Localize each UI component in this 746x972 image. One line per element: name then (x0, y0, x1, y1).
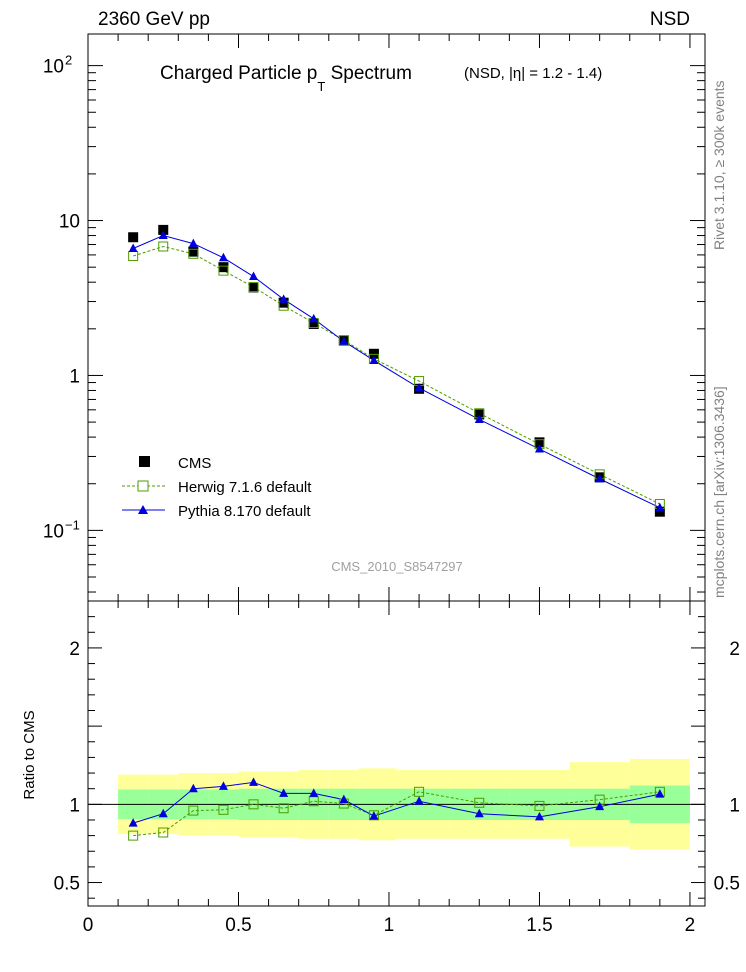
legend-label-herwig: Herwig 7.1.6 default (178, 479, 312, 496)
ratio-pythia-point (414, 796, 424, 805)
ratio-axes: 0 0.5 1 1.5 20.5 0.51 12 2 (54, 601, 740, 936)
ratio-pythia-point (249, 777, 259, 786)
ratio-pythia-point (369, 811, 379, 820)
pythia-series-line (132, 235, 661, 509)
ratio-y-tick-label-left: 0.5 (54, 874, 80, 895)
ratio-y-tick-label-right: 1 (729, 795, 740, 816)
chart-title: Charged Particle pT Spectrum (160, 63, 412, 94)
ratio-herwig-point (218, 804, 229, 815)
herwig-series-line (132, 245, 661, 505)
chart-title-qualifier: (NSD, |η| = 1.2 - 1.4) (464, 65, 602, 82)
ratio-herwig-point (368, 810, 379, 821)
herwig-data-point (248, 282, 259, 293)
ratio-pythia-point (188, 783, 198, 793)
ratio-x-tick-label: 2 (685, 915, 696, 936)
header-collision-label: 2360 GeV pp (98, 9, 210, 30)
ratio-herwig-point (474, 797, 485, 808)
main-y-tick-label-exponent: −1 (65, 517, 80, 532)
ratio-pythia-point (128, 818, 138, 827)
ratio-x-tick-label: 1.5 (526, 915, 552, 936)
ratio-herwig-point (278, 803, 289, 814)
main-y-tick-label-exponent: 2 (65, 53, 72, 68)
cms-data-point (128, 232, 139, 243)
main-y-tick-label: 10 (59, 212, 80, 233)
ratio-y-tick-label-left: 1 (69, 795, 80, 816)
legend-marker-cms (139, 456, 150, 467)
ratio-pythia-point (595, 801, 605, 811)
pythia-data-point (339, 336, 349, 345)
pythia-data-point (655, 502, 665, 512)
ratio-series-group (128, 777, 665, 841)
legend: CMS Herwig 7.1.6 default Pythia 8.170 de… (122, 455, 312, 520)
ratio-plot-panel: 0 0.5 1 1.5 20.5 0.51 12 2 Ratio to CMS (21, 600, 740, 936)
chart-title-rest: Spectrum (325, 63, 412, 84)
chart-title-main: Charged Particle p (160, 63, 317, 84)
ratio-pythia-point (309, 788, 319, 797)
cms-data-point (654, 506, 665, 517)
pythia-data-point (249, 271, 259, 281)
pythia-data-point (369, 355, 379, 364)
cms-data-point (188, 246, 199, 257)
herwig-data-point (188, 248, 199, 259)
herwig-data-point (218, 265, 229, 276)
side-label-rivet: Rivet 3.1.10, ≥ 300k events (711, 80, 727, 250)
ratio-y-tick-label-right: 0.5 (714, 874, 740, 895)
ratio-x-tick-label: 1 (384, 915, 395, 936)
ratio-pythia-point (339, 794, 349, 804)
legend-label-pythia: Pythia 8.170 default (178, 503, 311, 520)
cms-data-point (308, 318, 319, 329)
pythia-data-point (595, 473, 605, 483)
herwig-data-point (158, 241, 169, 252)
ratio-uncertainty-bands (88, 758, 705, 850)
ratio-x-tick-label: 0 (83, 915, 94, 936)
ratio-y-tick-label-left: 2 (69, 639, 80, 660)
cms-data-point (368, 348, 379, 359)
pythia-data-point (218, 252, 228, 262)
ratio-herwig-point (158, 827, 169, 838)
ratio-herwig-point (248, 799, 259, 810)
ratio-pythia-point (534, 811, 544, 821)
pythia-data-point (279, 294, 289, 303)
pythia-data-point (534, 444, 544, 453)
cms-data-point (248, 282, 259, 293)
ratio-y-tick-label-right: 2 (729, 639, 740, 660)
pythia-data-point (309, 313, 319, 323)
ratio-x-tick-label: 0.5 (225, 915, 251, 936)
main-y-tick-label: 1 (69, 366, 80, 387)
pythia-data-point (158, 230, 168, 240)
legend-marker-pythia (138, 505, 148, 514)
pythia-data-point (474, 414, 484, 423)
pythia-data-point (128, 243, 138, 252)
main-y-tick-label: 10 (43, 521, 64, 542)
ratio-pythia-point (218, 781, 228, 790)
main-series-group (128, 224, 665, 517)
chart-title-subscript: T (317, 79, 325, 94)
ratio-plot-frame (87, 600, 706, 907)
ratio-pythia-point (279, 788, 289, 797)
ratio-herwig-point (534, 800, 545, 811)
ratio-herwig-line (133, 791, 660, 837)
header-process-label: NSD (650, 9, 690, 30)
legend-marker-herwig (137, 480, 149, 492)
ratio-pythia-point (655, 789, 665, 798)
cms-data-point (218, 262, 229, 273)
pythia-data-point (188, 238, 198, 248)
main-y-tick-label: 10 (43, 57, 64, 78)
ratio-herwig-point (128, 830, 139, 841)
side-label-mcplots: mcplots.cern.ch [arXiv:1306.3436] (711, 386, 727, 598)
ratio-pythia-point (474, 808, 484, 818)
ratio-y-axis-label: Ratio to CMS (21, 710, 38, 799)
ratio-herwig-point (188, 805, 199, 816)
legend-label-cms: CMS (178, 455, 211, 472)
pythia-data-point (414, 382, 424, 392)
analysis-watermark: CMS_2010_S8547297 (331, 559, 463, 574)
ratio-pythia-point (158, 808, 168, 818)
herwig-data-point (128, 251, 139, 262)
cms-data-point (534, 437, 545, 448)
ratio-pythia-line (132, 781, 660, 824)
cms-data-point (158, 224, 169, 235)
